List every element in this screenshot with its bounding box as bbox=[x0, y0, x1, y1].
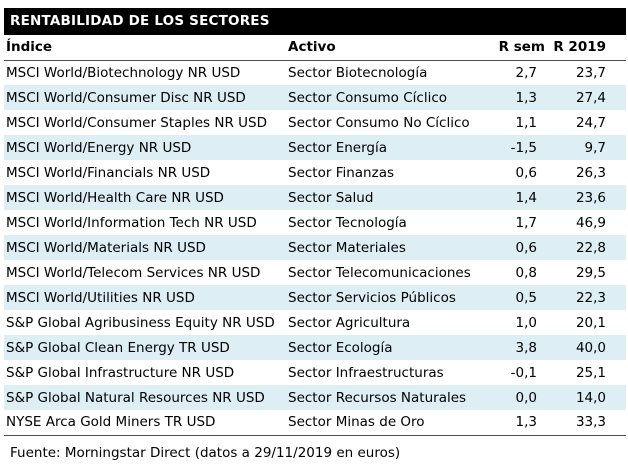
cell-r-sem: 0,5 bbox=[515, 289, 537, 306]
table-row: MSCI World/Biotechnology NR USD Sector Bi… bbox=[4, 60, 626, 85]
cell-indice: MSCI World/Biotechnology NR USD bbox=[6, 64, 241, 81]
table-row: S&P Global Infrastructure NR USD Sector I… bbox=[4, 360, 626, 385]
cell-indice: MSCI World/Utilities NR USD bbox=[6, 289, 195, 306]
cell-r-sem: 1,0 bbox=[515, 314, 537, 331]
table-row: NYSE Arca Gold Miners TR USD Sector Minas… bbox=[4, 410, 626, 435]
cell-activo: Sector Minas de Oro bbox=[288, 414, 425, 431]
cell-activo: Sector Tecnología bbox=[288, 214, 407, 231]
cell-r-2019: 22,3 bbox=[575, 289, 606, 306]
cell-activo: Sector Servicios Públicos bbox=[288, 289, 456, 306]
cell-indice: S&P Global Clean Energy TR USD bbox=[6, 339, 230, 356]
table-body: MSCI World/Biotechnology NR USD Sector Bi… bbox=[4, 60, 626, 435]
table-row: MSCI World/Consumer Disc NR USD Sector Co… bbox=[4, 85, 626, 110]
cell-r-2019: 22,8 bbox=[575, 239, 606, 256]
cell-indice: MSCI World/Materials NR USD bbox=[6, 239, 206, 256]
table-row: MSCI World/Telecom Services NR USD Sector… bbox=[4, 260, 626, 285]
header-row: Índice Activo R sem R 2019 bbox=[4, 35, 626, 61]
cell-activo: Sector Recursos Naturales bbox=[288, 389, 467, 406]
cell-r-sem: 2,7 bbox=[515, 64, 537, 81]
table-row: MSCI World/Materials NR USD Sector Materi… bbox=[4, 235, 626, 260]
cell-r-sem: 1,3 bbox=[515, 414, 537, 431]
table-row: MSCI World/Information Tech NR USD Sector… bbox=[4, 210, 626, 235]
table-header: Índice Activo R sem R 2019 bbox=[4, 35, 626, 61]
cell-r-sem: 1,1 bbox=[515, 114, 537, 131]
cell-r-2019: 40,0 bbox=[575, 339, 606, 356]
table-row: MSCI World/Financials NR USD Sector Finan… bbox=[4, 160, 626, 185]
cell-activo: Sector Materiales bbox=[288, 239, 406, 256]
cell-indice: MSCI World/Consumer Staples NR USD bbox=[6, 114, 267, 131]
cell-r-sem: -1,5 bbox=[510, 139, 537, 156]
cell-r-sem: 1,4 bbox=[515, 189, 537, 206]
cell-indice: S&P Global Infrastructure NR USD bbox=[6, 364, 235, 381]
cell-r-2019: 46,9 bbox=[575, 214, 606, 231]
source-footnote: Fuente: Morningstar Direct (datos a 29/1… bbox=[10, 444, 401, 461]
cell-activo: Sector Telecomunicaciones bbox=[288, 264, 471, 281]
cell-r-sem: -0,1 bbox=[510, 364, 537, 381]
cell-r-2019: 20,1 bbox=[575, 314, 606, 331]
cell-r-2019: 9,7 bbox=[584, 139, 606, 156]
cell-r-2019: 27,4 bbox=[575, 89, 606, 106]
cell-activo: Sector Finanzas bbox=[288, 164, 395, 181]
sectors-table: Índice Activo R sem R 2019 MSCI World/Bi… bbox=[4, 35, 626, 436]
report-title: RENTABILIDAD DE LOS SECTORES bbox=[4, 8, 626, 35]
cell-r-2019: 29,5 bbox=[575, 264, 606, 281]
cell-activo: Sector Infraestructuras bbox=[288, 364, 444, 381]
cell-activo: Sector Agricultura bbox=[288, 314, 411, 331]
table-row: S&P Global Natural Resources NR USD Secto… bbox=[4, 385, 626, 410]
cell-indice: NYSE Arca Gold Miners TR USD bbox=[6, 414, 216, 431]
table-row: S&P Global Clean Energy TR USD Sector Eco… bbox=[4, 335, 626, 360]
cell-activo: Sector Ecología bbox=[288, 339, 393, 356]
cell-r-sem: 1,7 bbox=[515, 214, 537, 231]
cell-r-sem: 0,6 bbox=[515, 164, 537, 181]
cell-r-sem: 0,8 bbox=[515, 264, 537, 281]
cell-r-2019: 33,3 bbox=[575, 414, 606, 431]
cell-r-sem: 1,3 bbox=[515, 89, 537, 106]
cell-r-sem: 3,8 bbox=[515, 339, 537, 356]
column-header-r-sem: R sem bbox=[489, 35, 545, 61]
cell-indice: MSCI World/Consumer Disc NR USD bbox=[6, 89, 246, 106]
cell-activo: Sector Consumo Cíclico bbox=[288, 89, 448, 106]
cell-activo: Sector Biotecnología bbox=[288, 64, 428, 81]
cell-activo: Sector Consumo No Cíclico bbox=[288, 114, 470, 131]
column-header-r-2019: R 2019 bbox=[545, 35, 626, 61]
cell-r-2019: 14,0 bbox=[575, 389, 606, 406]
cell-indice: MSCI World/Information Tech NR USD bbox=[6, 214, 257, 231]
cell-r-2019: 23,7 bbox=[575, 64, 606, 81]
cell-indice: MSCI World/Energy NR USD bbox=[6, 139, 192, 156]
column-header-activo: Activo bbox=[288, 35, 489, 61]
table-row: MSCI World/Energy NR USD Sector Energía -1… bbox=[4, 135, 626, 160]
table-row: S&P Global Agribusiness Equity NR USD Sec… bbox=[4, 310, 626, 335]
cell-r-2019: 24,7 bbox=[575, 114, 606, 131]
cell-r-2019: 23,6 bbox=[575, 189, 606, 206]
table-row: MSCI World/Utilities NR USD Sector Servic… bbox=[4, 285, 626, 310]
cell-indice: MSCI World/Telecom Services NR USD bbox=[6, 264, 261, 281]
cell-indice: MSCI World/Financials NR USD bbox=[6, 164, 211, 181]
table-row: MSCI World/Health Care NR USD Sector Salu… bbox=[4, 185, 626, 210]
cell-indice: S&P Global Natural Resources NR USD bbox=[6, 389, 265, 406]
cell-r-sem: 0,0 bbox=[515, 389, 537, 406]
cell-r-sem: 0,6 bbox=[515, 239, 537, 256]
column-header-indice: Índice bbox=[4, 35, 288, 61]
table-row: MSCI World/Consumer Staples NR USD Sector… bbox=[4, 110, 626, 135]
cell-indice: MSCI World/Health Care NR USD bbox=[6, 189, 224, 206]
cell-r-2019: 26,3 bbox=[575, 164, 606, 181]
cell-r-2019: 25,1 bbox=[575, 364, 606, 381]
cell-indice: S&P Global Agribusiness Equity NR USD bbox=[6, 314, 275, 331]
cell-activo: Sector Salud bbox=[288, 189, 374, 206]
sector-returns-report: RENTABILIDAD DE LOS SECTORES Índice Acti… bbox=[4, 8, 626, 461]
cell-activo: Sector Energía bbox=[288, 139, 387, 156]
